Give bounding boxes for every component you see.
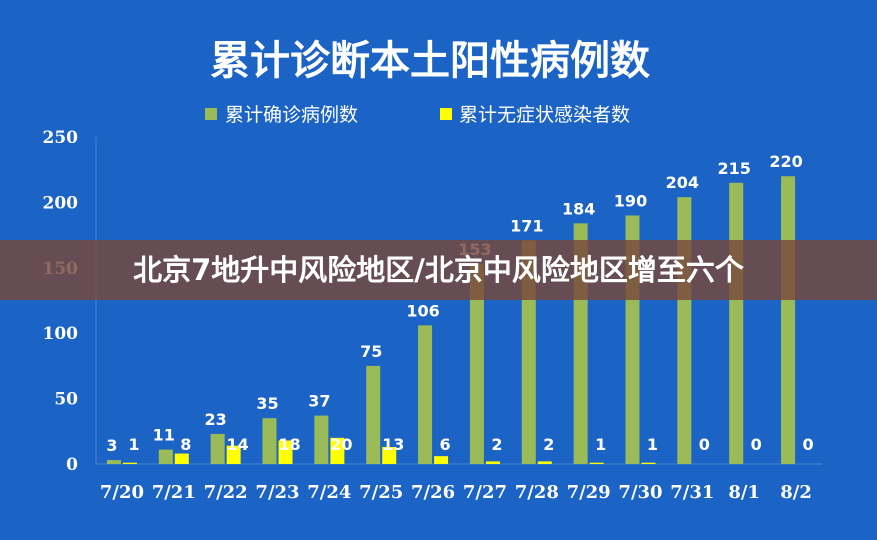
value-label-asymptomatic: 1 bbox=[595, 435, 606, 454]
x-tick-label: 7/30 bbox=[618, 482, 662, 503]
value-label-confirmed: 184 bbox=[562, 199, 595, 218]
value-label-confirmed: 23 bbox=[205, 410, 227, 429]
x-tick-label: 7/22 bbox=[204, 482, 248, 503]
x-tick-label: 8/1 bbox=[728, 482, 760, 503]
value-label-confirmed: 106 bbox=[406, 301, 439, 320]
x-tick-label: 7/23 bbox=[255, 482, 299, 503]
x-tick-label: 7/26 bbox=[411, 482, 455, 503]
y-tick-label: 100 bbox=[43, 324, 79, 344]
value-label-asymptomatic: 2 bbox=[543, 435, 554, 454]
headline-text: 北京7地升中风险地区/北京中风险地区增至六个 bbox=[133, 253, 744, 287]
legend-label-asymptomatic: 累计无症状感染者数 bbox=[459, 104, 630, 126]
value-label-confirmed: 3 bbox=[106, 436, 117, 455]
value-label-confirmed: 11 bbox=[153, 426, 175, 445]
bar-confirmed bbox=[366, 365, 381, 464]
x-tick-label: 7/20 bbox=[100, 482, 144, 503]
bar-confirmed bbox=[781, 176, 796, 465]
legend-swatch-asymptomatic bbox=[440, 108, 452, 120]
y-axis-ticks: 050100150200250 bbox=[43, 128, 79, 475]
value-label-asymptomatic: 8 bbox=[180, 435, 191, 454]
bar-confirmed bbox=[729, 182, 744, 464]
value-label-confirmed: 215 bbox=[718, 159, 751, 178]
bars bbox=[106, 176, 796, 465]
bar-asymptomatic bbox=[641, 462, 656, 464]
value-label-confirmed: 75 bbox=[360, 342, 382, 361]
x-tick-label: 7/27 bbox=[463, 482, 507, 503]
legend-swatch-confirmed bbox=[205, 108, 217, 120]
value-label-confirmed: 204 bbox=[666, 173, 699, 192]
value-label-asymptomatic: 20 bbox=[330, 435, 352, 454]
bar-asymptomatic bbox=[434, 456, 449, 464]
chart-title: 累计诊断本土阳性病例数 bbox=[210, 38, 650, 84]
bar-confirmed bbox=[262, 418, 277, 464]
bar-asymptomatic bbox=[382, 446, 397, 464]
x-tick-label: 7/24 bbox=[307, 482, 351, 503]
y-tick-label: 50 bbox=[54, 390, 78, 410]
y-tick-label: 200 bbox=[43, 193, 79, 213]
bar-asymptomatic bbox=[589, 462, 604, 464]
value-label-asymptomatic: 0 bbox=[751, 435, 762, 454]
bar-confirmed bbox=[677, 197, 692, 464]
value-label-confirmed: 220 bbox=[769, 152, 802, 171]
bar-asymptomatic bbox=[122, 462, 137, 464]
bar-confirmed bbox=[469, 263, 484, 464]
y-tick-label: 0 bbox=[66, 455, 78, 475]
value-label-asymptomatic: 13 bbox=[382, 435, 404, 454]
bar-asymptomatic bbox=[485, 461, 500, 464]
x-tick-label: 7/31 bbox=[670, 482, 714, 503]
bar-asymptomatic bbox=[226, 445, 241, 464]
value-label-asymptomatic: 2 bbox=[491, 435, 502, 454]
value-label-asymptomatic: 18 bbox=[278, 435, 300, 454]
x-tick-label: 7/25 bbox=[359, 482, 403, 503]
bar-confirmed bbox=[210, 433, 225, 464]
headline-banner: 北京7地升中风险地区/北京中风险地区增至六个 bbox=[0, 240, 877, 300]
legend-label-confirmed: 累计确诊病例数 bbox=[225, 104, 358, 126]
value-label-asymptomatic: 14 bbox=[227, 435, 249, 454]
bar-confirmed bbox=[314, 415, 329, 464]
value-label-confirmed: 171 bbox=[510, 216, 543, 235]
bar-confirmed bbox=[106, 460, 121, 464]
x-axis-ticks: 7/20 7/21 7/22 7/23 7/24 7/25 7/26 7/27 7/28 7/29… bbox=[100, 482, 812, 503]
x-tick-label: 7/28 bbox=[515, 482, 559, 503]
legend: 累计确诊病例数 累计无症状感染者数 bbox=[205, 104, 630, 126]
x-tick-label: 7/29 bbox=[567, 482, 611, 503]
value-label-confirmed: 35 bbox=[256, 394, 278, 413]
bar-asymptomatic bbox=[278, 440, 293, 464]
x-tick-label: 8/2 bbox=[780, 482, 812, 503]
bar-confirmed bbox=[418, 325, 433, 464]
value-label-asymptomatic: 6 bbox=[440, 435, 451, 454]
y-tick-label: 250 bbox=[43, 128, 79, 148]
bar-asymptomatic bbox=[174, 453, 189, 464]
value-label-asymptomatic: 0 bbox=[699, 435, 710, 454]
value-label-asymptomatic: 0 bbox=[803, 435, 814, 454]
value-labels: 3111823143518372075131066153217121841190… bbox=[106, 152, 813, 455]
value-label-asymptomatic: 1 bbox=[647, 435, 658, 454]
x-tick-label: 7/21 bbox=[152, 482, 196, 503]
bar-asymptomatic bbox=[330, 437, 345, 464]
bar-asymptomatic bbox=[537, 461, 552, 464]
value-label-asymptomatic: 1 bbox=[128, 435, 139, 454]
value-label-confirmed: 190 bbox=[614, 191, 647, 210]
bar-confirmed bbox=[158, 449, 173, 464]
value-label-confirmed: 37 bbox=[308, 392, 330, 411]
